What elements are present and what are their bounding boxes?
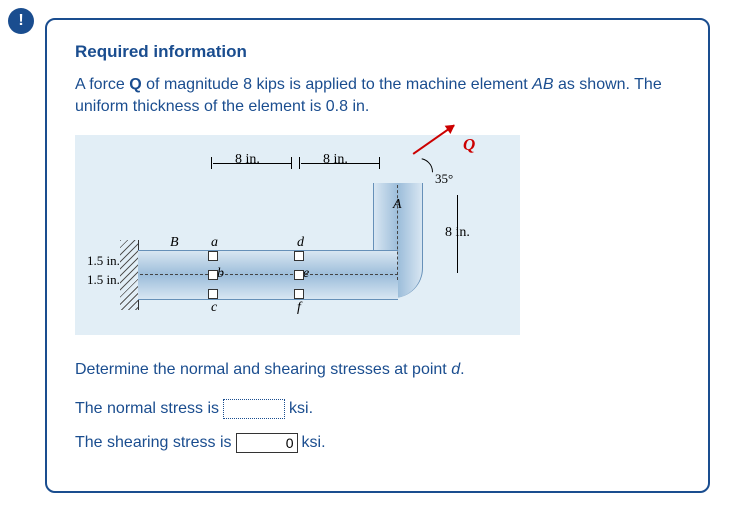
diagram: 8 in. 8 in. 8 in. Q 35° A 1.5 in. 1.5 in…: [75, 135, 520, 335]
point-marker: [294, 270, 304, 280]
angle-arc: [405, 158, 433, 186]
dim-label: 8 in.: [445, 225, 470, 241]
unit-label: ksi.: [302, 434, 326, 452]
force-label: Q: [463, 135, 475, 155]
dim-tick: [291, 157, 292, 169]
shear-stress-label: The shearing stress is: [75, 434, 232, 452]
point-marker: [294, 251, 304, 261]
dim-tick: [211, 157, 212, 169]
shear-stress-input[interactable]: [236, 433, 298, 453]
dim-label: 8 in.: [323, 152, 348, 168]
dim-label: 1.5 in.: [87, 253, 120, 269]
point-A: A: [393, 197, 402, 213]
point-marker: [208, 270, 218, 280]
point-marker: [208, 251, 218, 261]
point-c: c: [211, 300, 217, 316]
q-post: .: [460, 361, 464, 378]
dim-label: 8 in.: [235, 152, 260, 168]
q-pre: Determine the normal and shearing stress…: [75, 361, 451, 378]
unit-label: ksi.: [289, 400, 313, 418]
normal-stress-label: The normal stress is: [75, 400, 219, 418]
alert-icon: !: [8, 8, 34, 34]
desc-text: A force: [75, 76, 129, 93]
centerline: [140, 274, 398, 275]
desc-text: of magnitude 8 kips is applied to the ma…: [142, 76, 532, 93]
q-point: d: [451, 361, 460, 378]
problem-description: A force Q of magnitude 8 kips is applied…: [75, 74, 680, 117]
question-text: Determine the normal and shearing stress…: [75, 361, 680, 379]
force-symbol: Q: [129, 76, 141, 93]
point-marker: [208, 289, 218, 299]
normal-stress-input[interactable]: [223, 399, 285, 419]
point-b: b: [217, 266, 224, 282]
point-f: f: [297, 300, 301, 316]
dim-label: 1.5 in.: [87, 272, 120, 288]
dim-tick: [379, 157, 380, 169]
angle-label: 35°: [435, 171, 453, 187]
point-a: a: [211, 235, 218, 251]
shear-stress-row: The shearing stress is ksi.: [75, 433, 680, 453]
point-d: d: [297, 235, 304, 251]
normal-stress-row: The normal stress is ksi.: [75, 399, 680, 419]
section-title: Required information: [75, 42, 680, 62]
force-arrow: [413, 125, 455, 155]
beam-horizontal: [138, 250, 398, 300]
dim-tick: [299, 157, 300, 169]
point-B: B: [170, 235, 179, 251]
point-marker: [294, 289, 304, 299]
fixed-support: [120, 240, 139, 310]
element-name: AB: [532, 76, 553, 93]
problem-card: Required information A force Q of magnit…: [45, 18, 710, 493]
